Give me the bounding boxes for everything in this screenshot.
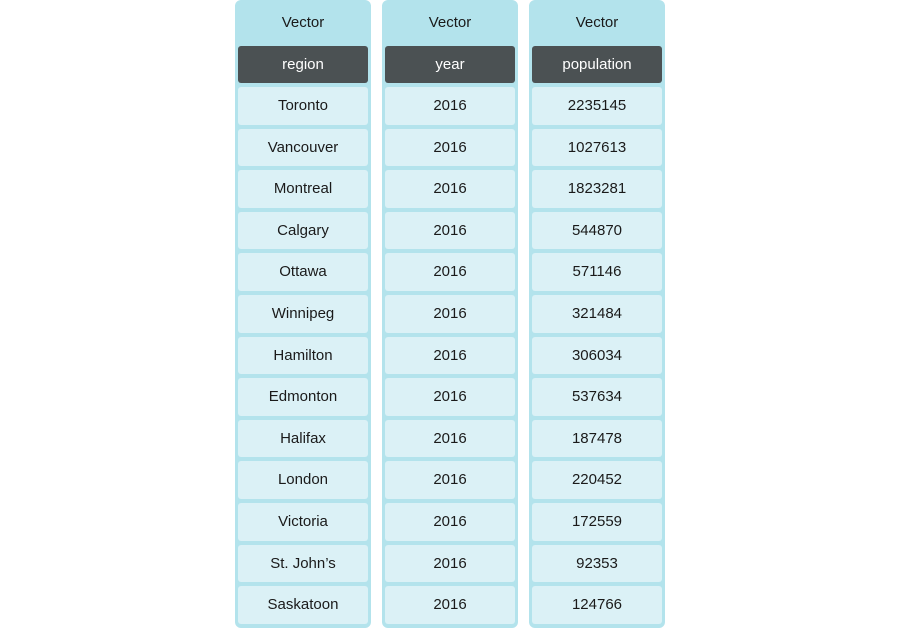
column-header-year: year (385, 46, 515, 83)
value-cell: Edmonton (238, 378, 368, 416)
value-cell: St. John’s (238, 544, 368, 583)
value-cell: Toronto (238, 87, 368, 125)
value-cell: 172559 (532, 502, 662, 541)
value-cell: 321484 (532, 294, 662, 333)
vector-label: Vector (281, 14, 325, 31)
value-cell: 2016 (385, 502, 515, 541)
value-cell: Victoria (238, 502, 368, 541)
value-cell: Hamilton (238, 336, 368, 375)
value-cell: 2016 (385, 294, 515, 333)
value-cell: 2016 (385, 461, 515, 499)
value-cell: 2016 (385, 211, 515, 250)
value-cell: 306034 (532, 336, 662, 375)
value-cell: 2016 (385, 586, 515, 624)
value-cell: 92353 (532, 544, 662, 583)
column-header-region: region (238, 46, 368, 83)
vector-label: Vector (428, 14, 472, 31)
data-frame: Vector region Toronto Vancouver Montreal Ca… (235, 0, 665, 629)
value-cell: 537634 (532, 378, 662, 416)
value-cell: 187478 (532, 419, 662, 458)
value-cell: Ottawa (238, 253, 368, 291)
value-cell: 2016 (385, 336, 515, 375)
vector-column-population: Vector population 2235145 1027613 1823281 5… (529, 0, 665, 628)
value-cell: 2016 (385, 544, 515, 583)
value-cell: 220452 (532, 461, 662, 499)
value-cell: 1823281 (532, 170, 662, 208)
value-cell: 2016 (385, 87, 515, 125)
value-cell: Montreal (238, 170, 368, 208)
column-header-population: population (532, 46, 662, 83)
cell-list: Toronto Vancouver Montreal Calgary Ottawa Win… (238, 87, 368, 624)
value-cell: 571146 (532, 253, 662, 291)
value-cell: Winnipeg (238, 294, 368, 333)
value-cell: 2016 (385, 419, 515, 458)
value-cell: 2016 (385, 170, 515, 208)
value-cell: Saskatoon (238, 586, 368, 624)
value-cell: 2016 (385, 253, 515, 291)
vector-column-year: Vector year 2016 2016 2016 2016 2016 2016 2016… (382, 0, 518, 628)
value-cell: 124766 (532, 586, 662, 624)
value-cell: 2016 (385, 128, 515, 167)
vector-column-region: Vector region Toronto Vancouver Montreal Ca… (235, 0, 371, 628)
value-cell: 544870 (532, 211, 662, 250)
value-cell: London (238, 461, 368, 499)
value-cell: 2016 (385, 378, 515, 416)
value-cell: Halifax (238, 419, 368, 458)
value-cell: 2235145 (532, 87, 662, 125)
cell-list: 2016 2016 2016 2016 2016 2016 2016 2016 2016 2016… (385, 87, 515, 624)
value-cell: Calgary (238, 211, 368, 250)
cell-list: 2235145 1027613 1823281 544870 571146 321484 3… (532, 87, 662, 624)
value-cell: Vancouver (238, 128, 368, 167)
value-cell: 1027613 (532, 128, 662, 167)
vector-label: Vector (575, 14, 619, 31)
